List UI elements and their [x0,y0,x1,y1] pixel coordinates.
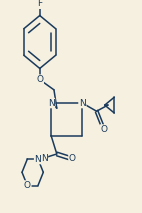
Text: N: N [35,155,41,164]
Text: N: N [79,99,86,108]
Text: O: O [36,75,43,84]
Text: O: O [69,154,76,163]
Text: N: N [48,99,55,108]
Text: N: N [41,154,47,163]
Text: F: F [37,0,42,8]
Text: O: O [100,125,107,134]
Text: O: O [24,181,31,190]
